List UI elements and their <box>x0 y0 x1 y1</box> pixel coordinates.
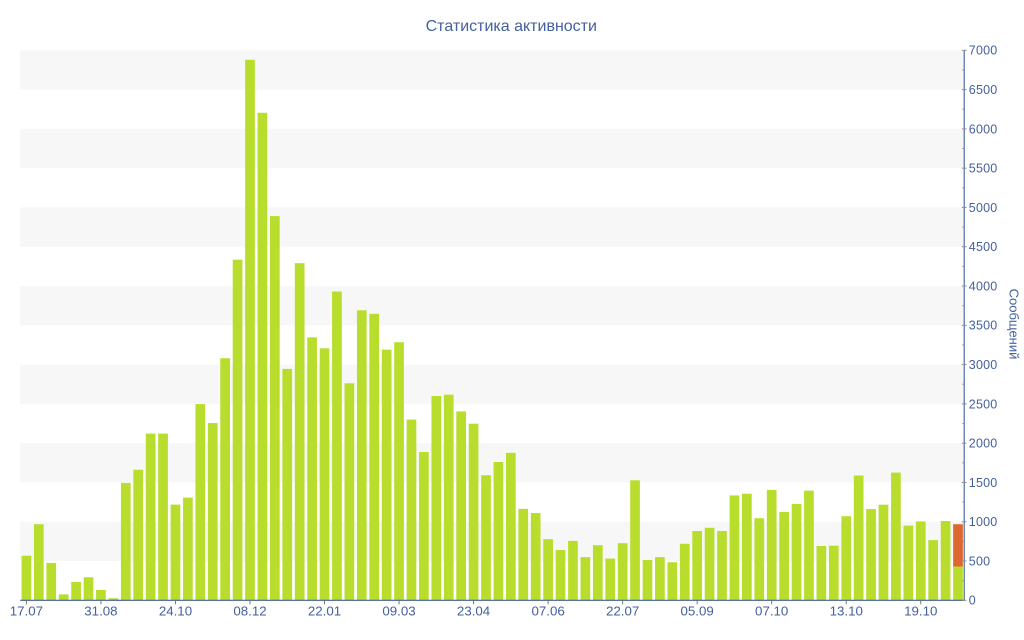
svg-text:22.07: 22.07 <box>606 604 639 619</box>
svg-text:3500: 3500 <box>969 319 998 333</box>
svg-text:24.10: 24.10 <box>159 604 192 619</box>
svg-text:09.03: 09.03 <box>382 604 415 619</box>
svg-text:500: 500 <box>969 554 990 568</box>
svg-text:Сообщений: Сообщений <box>1007 289 1022 360</box>
svg-text:1000: 1000 <box>969 515 998 529</box>
svg-text:Статистика активности: Статистика активности <box>426 18 597 35</box>
svg-text:07.10: 07.10 <box>755 604 788 619</box>
svg-text:19.10: 19.10 <box>904 604 937 619</box>
svg-text:5500: 5500 <box>969 162 998 176</box>
svg-text:23.04: 23.04 <box>457 604 490 619</box>
svg-text:6000: 6000 <box>969 122 998 136</box>
svg-text:08.12: 08.12 <box>233 604 266 619</box>
svg-text:3000: 3000 <box>969 358 998 372</box>
svg-text:22.01: 22.01 <box>308 604 341 619</box>
svg-text:0: 0 <box>969 594 976 608</box>
svg-text:4500: 4500 <box>969 240 998 254</box>
svg-text:2000: 2000 <box>969 437 998 451</box>
svg-text:6500: 6500 <box>969 83 998 97</box>
svg-text:05.09: 05.09 <box>681 604 714 619</box>
svg-text:4000: 4000 <box>969 279 998 293</box>
svg-text:31.08: 31.08 <box>84 604 117 619</box>
svg-text:13.10: 13.10 <box>830 604 863 619</box>
svg-text:1500: 1500 <box>969 476 998 490</box>
svg-text:5000: 5000 <box>969 201 998 215</box>
svg-text:07.06: 07.06 <box>531 604 564 619</box>
svg-text:7000: 7000 <box>969 44 998 58</box>
svg-text:2500: 2500 <box>969 397 998 411</box>
svg-text:17.07: 17.07 <box>10 604 43 619</box>
